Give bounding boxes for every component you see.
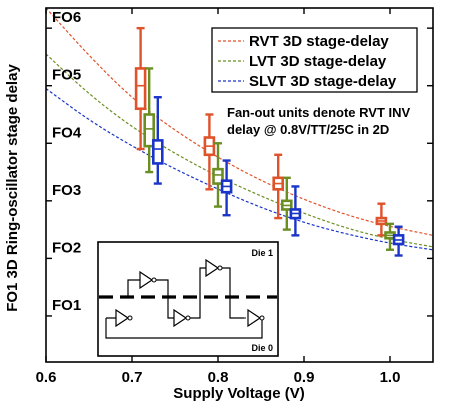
y-axis-label: FO1 3D Ring-oscillator stage delay [4, 64, 21, 312]
box-slvt-2 [220, 159, 233, 217]
legend: RVT 3D stage-delay LVT 3D stage-delay SL… [211, 27, 418, 93]
inset-schematic: Die 1 Die 0 [97, 241, 279, 357]
x-tick-label-4: 1.0 [380, 369, 401, 386]
annotation-line-2: delay @ 0.8V/TT/25C in 2D [227, 122, 389, 137]
y-tick-label-4: FO5 [52, 67, 81, 84]
y-tick-label-5: FO6 [52, 9, 81, 26]
die-bottom-label: Die 0 [251, 343, 273, 353]
x-tick-label-1: 0.7 [122, 369, 143, 386]
annotation-line-1: Fan-out units denote RVT INV [227, 105, 411, 120]
axis-tick-labels: 0.6 0.7 0.8 0.9 1.0 FO1 FO2 FO3 FO4 FO5 FO6 [36, 9, 401, 386]
y-tick-label-0: FO1 [52, 297, 81, 314]
legend-label-slvt: SLVT 3D stage-delay [249, 73, 397, 90]
legend-label-rvt: RVT 3D stage-delay [249, 33, 389, 50]
inverter-1 [115, 308, 130, 328]
inset-frame [97, 241, 279, 357]
axis-ticks [45, 8, 433, 362]
box-rvt-1 [134, 26, 147, 151]
x-tick-label-2: 0.8 [208, 369, 229, 386]
iqr-box-lvt-2 [212, 167, 224, 185]
box-rvt-4 [375, 202, 388, 237]
box-rvt-2 [203, 113, 216, 191]
x-tick-label-3: 0.9 [294, 369, 315, 386]
inverter-5 [247, 308, 262, 328]
y-tick-label-3: FO4 [52, 124, 82, 141]
box-lvt-1 [143, 67, 155, 174]
y-tick-label-1: FO2 [52, 239, 81, 256]
box-slvt-4 [392, 225, 405, 257]
iqr-box-slvt-1 [152, 139, 164, 165]
box-lvt-2 [212, 142, 224, 208]
x-axis-label: Supply Voltage (V) [173, 385, 304, 402]
inverter-4 [205, 258, 220, 278]
inverter-2 [139, 270, 154, 290]
die-top-label: Die 1 [251, 248, 273, 258]
box-rvt-3 [272, 153, 285, 220]
iqr-box-lvt-1 [143, 113, 155, 148]
inset-wiring [105, 267, 263, 339]
iqr-box-rvt-1 [134, 67, 147, 111]
y-tick-label-2: FO3 [52, 182, 81, 199]
box-lvt-3 [280, 176, 293, 231]
plot-frame [45, 7, 434, 363]
curve-lvt [46, 53, 433, 248]
box-slvt-1 [152, 96, 164, 185]
x-tick-label-0: 0.6 [36, 369, 57, 386]
box-slvt-3 [289, 185, 302, 237]
box-plots [134, 26, 405, 257]
legend-label-lvt: LVT 3D stage-delay [249, 53, 387, 70]
inverter-3 [173, 308, 188, 328]
legend-frame [211, 27, 418, 93]
curve-slvt [46, 88, 433, 251]
